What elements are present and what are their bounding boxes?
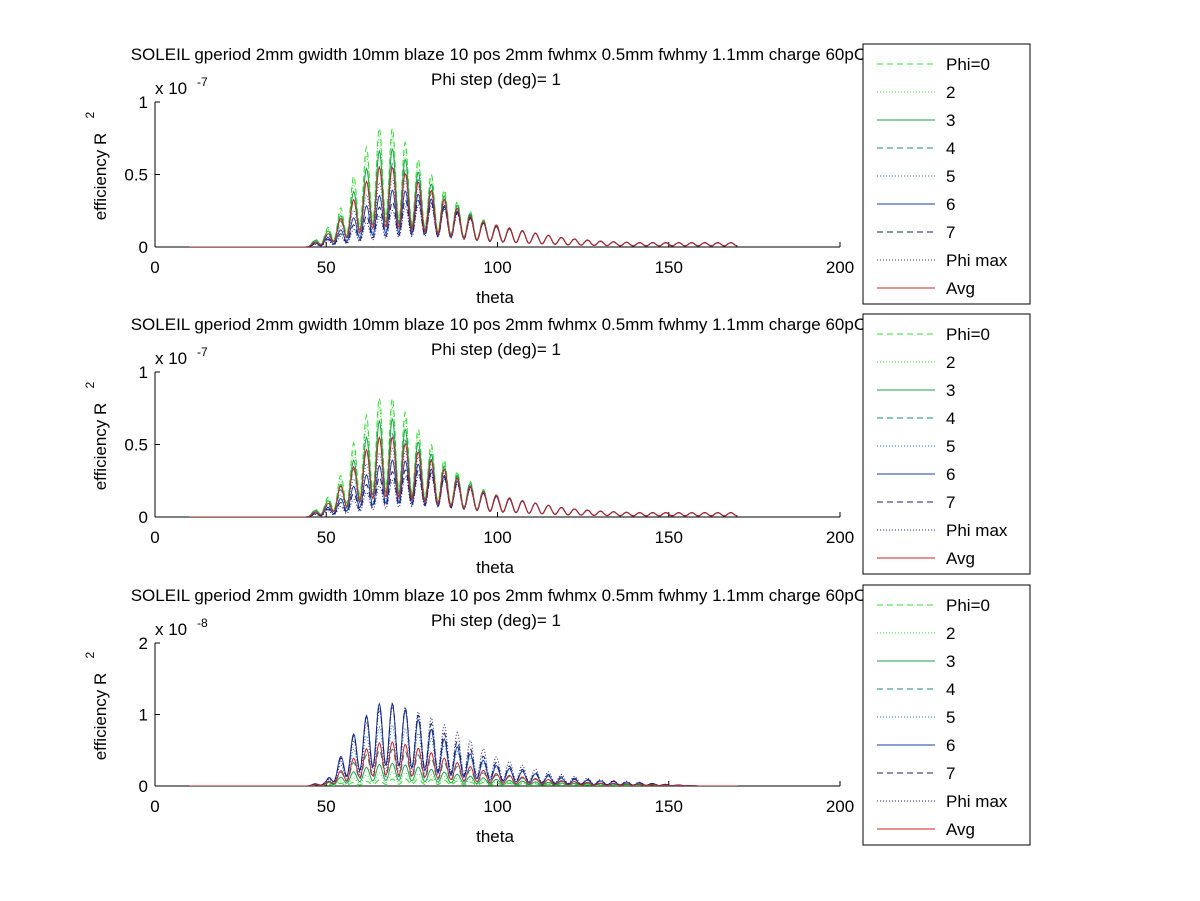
y-exponent: -7 [197,75,208,89]
legend-label: 2 [946,83,955,102]
legend-box [862,313,1031,575]
y-axis-label: efficiency R [91,403,110,491]
y-multiplier: x 10 [155,79,187,98]
legend-label: 3 [946,652,955,671]
legend-label: Phi max [946,251,1008,270]
legend-label: 7 [946,223,955,242]
legend-label: 6 [946,195,955,214]
x-tick-label: 150 [655,797,683,816]
x-tick-label: 0 [150,797,159,816]
x-axis-label: theta [476,288,514,307]
chart-subtitle: Phi step (deg)= 1 [431,611,561,630]
chart-panel-2: 0 50 100 150 200 0 0.5 1 x 10 -7 SOLEIL gperiod 2m… [83,313,1031,577]
legend-label: Phi=0 [946,325,990,344]
y-axis-label: efficiency R [91,133,110,221]
y-axis-label-group: efficiency R 2 [83,652,110,761]
x-tick-label: 50 [317,258,336,277]
legend-box [862,584,1031,846]
x-tick-label: 200 [826,258,854,277]
y-exponent: -8 [197,616,208,630]
legend-label: 2 [946,624,955,643]
legend-label: 2 [946,353,955,372]
y-tick-label: 0.5 [124,166,148,185]
legend-box [862,43,1031,305]
x-tick-label: 0 [150,528,159,547]
legend-label: 4 [946,139,955,158]
y-tick-label: 1 [139,363,148,382]
legend-label: Phi max [946,521,1008,540]
legend-label: 5 [946,708,955,727]
legend-label: 5 [946,437,955,456]
chart-subtitle: Phi step (deg)= 1 [431,340,561,359]
x-tick-label: 0 [150,258,159,277]
plot-area [189,702,738,786]
chart-panel-1: 0 50 100 150 200 0 0.5 1 x 10 -7 SOLEIL gperiod 2m… [83,43,1031,307]
plot-area [189,396,738,517]
legend-label: 4 [946,680,955,699]
y-axis-label-superscript: 2 [83,652,97,659]
y-tick-label: 2 [139,634,148,653]
legend-label: Avg [946,549,975,568]
series-line-9 [189,165,738,247]
legend-label: 4 [946,409,955,428]
legend-label: 7 [946,764,955,783]
series-line-7 [189,702,738,786]
y-axis-label-superscript: 2 [83,382,97,389]
legend-label: 6 [946,465,955,484]
x-tick-label: 50 [317,528,336,547]
legend-label: 5 [946,167,955,186]
x-tick-label: 100 [483,797,511,816]
legend-label: 7 [946,493,955,512]
y-axis-label-group: efficiency R 2 [83,112,110,221]
legend-label: Phi=0 [946,596,990,615]
legend-label: Avg [946,279,975,298]
chart-panel-3: 0 50 100 150 200 0 1 2 x 10 -8 SOLEIL gperiod 2mm … [83,584,1031,846]
plot-area [189,126,738,247]
y-tick-label: 1 [139,93,148,112]
y-multiplier: x 10 [155,620,187,639]
legend-label: 3 [946,111,955,130]
x-axis-label: theta [476,558,514,577]
x-tick-label: 100 [483,528,511,547]
legend-label: Phi=0 [946,55,990,74]
y-axis-label-superscript: 2 [83,112,97,119]
y-tick-label: 0 [139,508,148,527]
x-tick-label: 200 [826,528,854,547]
y-axis-label-group: efficiency R 2 [83,382,110,491]
legend-label: 6 [946,736,955,755]
legend-label: 3 [946,381,955,400]
y-tick-label: 0 [139,238,148,257]
legend-label: Phi max [946,792,1008,811]
y-axis-label: efficiency R [91,673,110,761]
legend-label: Avg [946,820,975,839]
chart-title: SOLEIL gperiod 2mm gwidth 10mm blaze 10 … [131,586,950,605]
y-tick-label: 0 [139,777,148,796]
x-tick-label: 50 [317,797,336,816]
chart-subtitle: Phi step (deg)= 1 [431,70,561,89]
y-exponent: -7 [197,345,208,359]
x-tick-label: 100 [483,258,511,277]
x-axis-label: theta [476,827,514,846]
x-tick-label: 200 [826,797,854,816]
x-tick-label: 150 [655,258,683,277]
y-tick-label: 1 [139,706,148,725]
x-tick-label: 150 [655,528,683,547]
chart-title: SOLEIL gperiod 2mm gwidth 10mm blaze 10 … [131,45,950,64]
y-tick-label: 0.5 [124,436,148,455]
series-line-9 [189,741,738,786]
series-line-9 [189,435,738,517]
chart-title: SOLEIL gperiod 2mm gwidth 10mm blaze 10 … [131,315,950,334]
series-line-7 [189,469,738,517]
y-multiplier: x 10 [155,349,187,368]
